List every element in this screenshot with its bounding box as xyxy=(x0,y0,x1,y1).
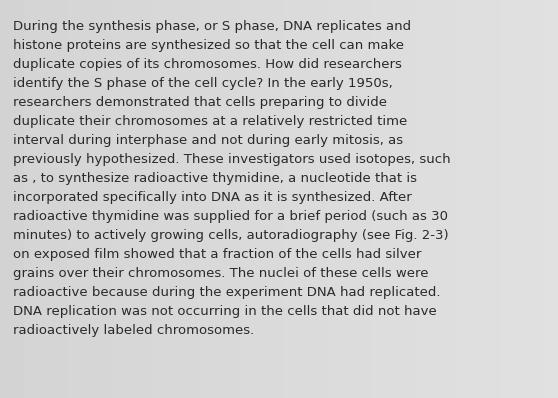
Text: During the synthesis phase, or S phase, DNA replicates and
histone proteins are : During the synthesis phase, or S phase, … xyxy=(13,20,451,337)
